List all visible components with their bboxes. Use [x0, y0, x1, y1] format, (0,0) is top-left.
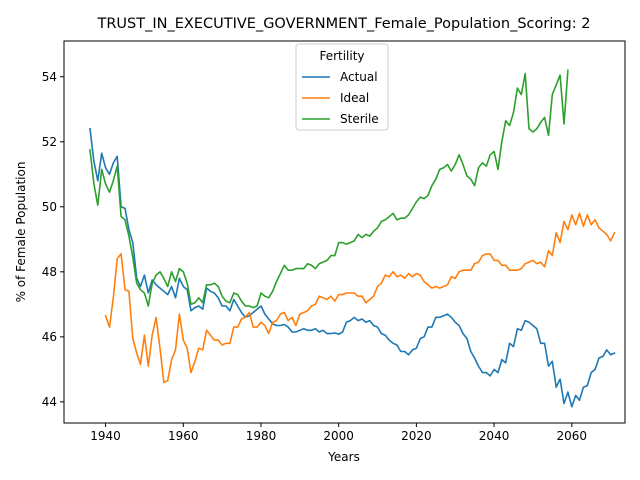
x-tick-label: 1940 — [90, 429, 121, 443]
legend-label-sterile: Sterile — [340, 112, 379, 126]
plot-area — [63, 40, 626, 424]
y-tick-label: 52 — [42, 135, 57, 149]
axes-frame — [63, 40, 626, 424]
legend-item-actual: Actual — [302, 70, 378, 84]
y-axis-ticks: 44 46 48 50 52 54 — [42, 70, 64, 409]
x-tick-label: 1980 — [246, 429, 277, 443]
x-tick-label: 2000 — [323, 429, 354, 443]
series-layer — [89, 69, 616, 408]
x-tick-label: 1960 — [168, 429, 199, 443]
legend-item-sterile: Sterile — [302, 112, 379, 126]
x-tick-label: 2060 — [557, 429, 588, 443]
x-tick-label: 2020 — [401, 429, 432, 443]
y-tick-label: 54 — [42, 70, 57, 84]
legend-box — [295, 43, 389, 131]
x-axis-label: Years — [327, 450, 360, 464]
x-tick-label: 2040 — [479, 429, 510, 443]
y-tick-label: 44 — [42, 395, 57, 409]
legend-label-ideal: Ideal — [340, 91, 369, 105]
y-tick-label: 48 — [42, 265, 57, 279]
y-axis-label: % of Female Population — [14, 162, 28, 303]
y-tick-label: 46 — [42, 330, 57, 344]
legend-title: Fertility — [319, 49, 364, 63]
series-line-actual — [89, 127, 616, 408]
legend-label-actual: Actual — [340, 70, 378, 84]
y-tick-label: 50 — [42, 200, 57, 214]
legend: Fertility Actual Ideal Sterile — [295, 43, 389, 131]
chart-title: TRUST_IN_EXECUTIVE_GOVERNMENT_Female_Pop… — [97, 16, 591, 32]
legend-item-ideal: Ideal — [302, 91, 369, 105]
x-axis-ticks: 1940 1960 1980 2000 2020 2040 2060 — [90, 423, 587, 443]
series-line-ideal — [104, 212, 616, 384]
series-line-sterile — [89, 69, 569, 309]
